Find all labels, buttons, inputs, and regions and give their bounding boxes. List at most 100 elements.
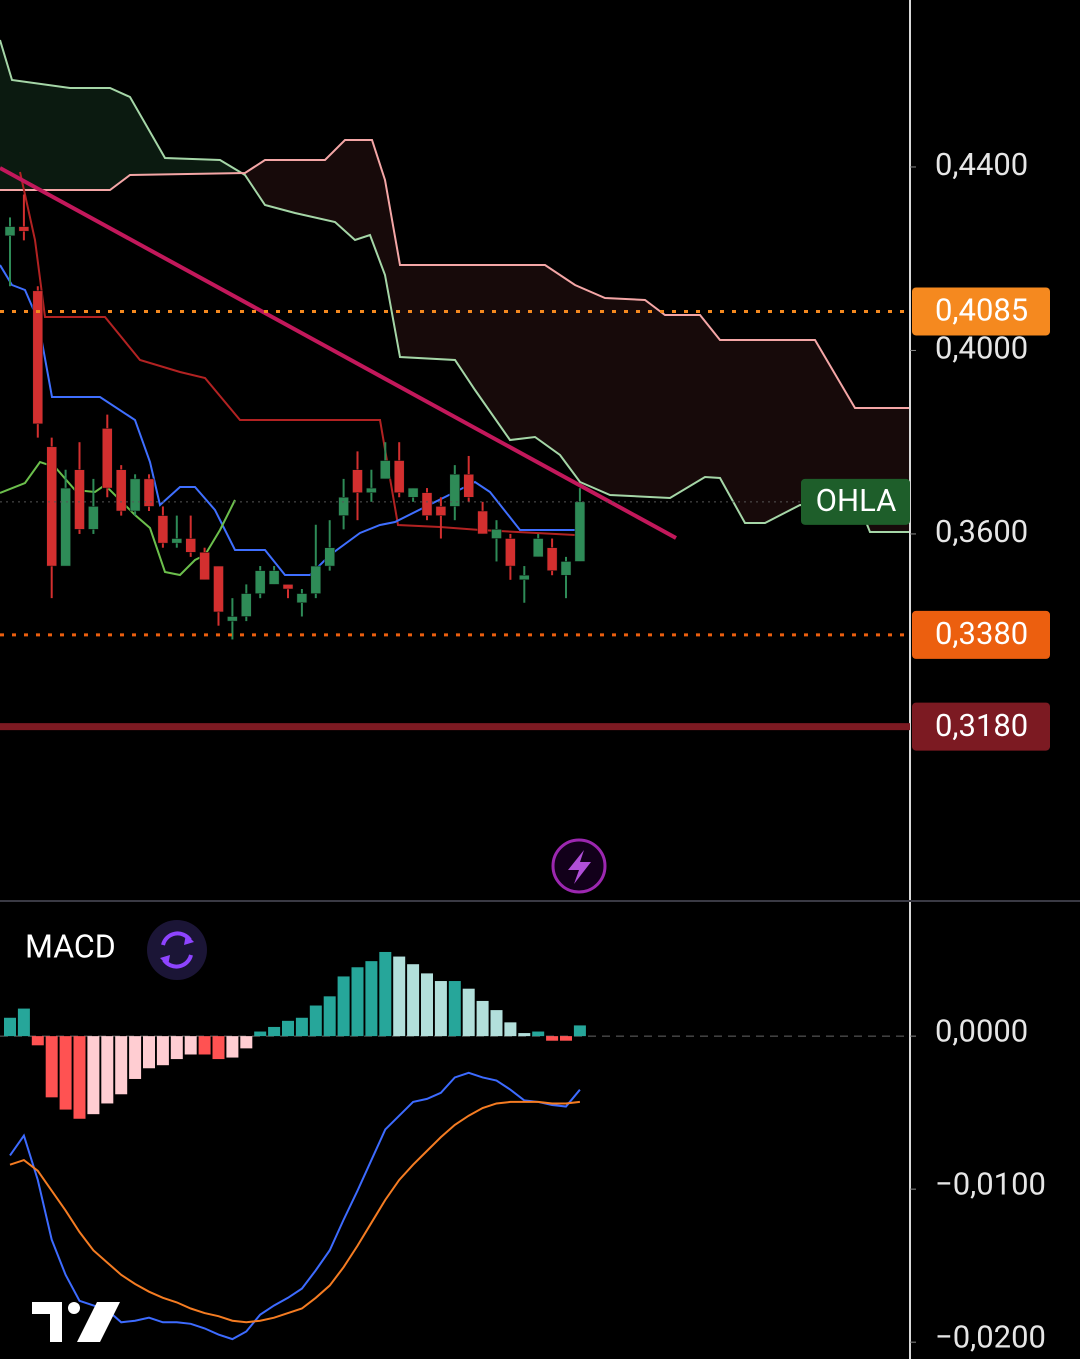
histogram-bar bbox=[421, 973, 433, 1037]
alert-bolt[interactable] bbox=[568, 850, 591, 884]
candle-body bbox=[282, 584, 294, 590]
histogram-bar bbox=[532, 1031, 545, 1037]
level-box bbox=[912, 702, 1050, 751]
histogram-bar bbox=[546, 1036, 559, 1041]
leading-span-a bbox=[0, 39, 910, 533]
level-label: 0,3380 bbox=[935, 615, 1028, 652]
candle-body bbox=[477, 510, 488, 535]
histogram-bar bbox=[198, 1036, 211, 1055]
histogram-bar bbox=[560, 1036, 572, 1041]
histogram-bar bbox=[4, 1017, 16, 1037]
logo bbox=[32, 1302, 120, 1342]
y-tick-label: 0,0000 bbox=[935, 1012, 1028, 1049]
histogram-bar bbox=[462, 988, 475, 1037]
histogram-bar bbox=[59, 1036, 72, 1110]
y-tick-label: 0,4400 bbox=[935, 146, 1028, 183]
histogram-bar bbox=[323, 996, 336, 1037]
level-box bbox=[912, 287, 1050, 336]
histogram-bar bbox=[31, 1036, 44, 1046]
histogram-bar bbox=[282, 1020, 294, 1037]
histogram-bar bbox=[448, 981, 461, 1037]
trend-line bbox=[0, 166, 677, 540]
candle-body bbox=[532, 538, 544, 558]
candle-body bbox=[546, 547, 558, 571]
candle-body bbox=[393, 460, 405, 493]
candle-body bbox=[463, 474, 474, 498]
histogram-bar bbox=[156, 1036, 169, 1066]
histogram-bar bbox=[379, 951, 392, 1037]
candle-body bbox=[407, 487, 419, 498]
candle-body bbox=[199, 552, 210, 581]
candle-body bbox=[88, 506, 99, 530]
candle-body bbox=[338, 496, 349, 516]
histogram-bar bbox=[393, 956, 406, 1037]
candle-body bbox=[366, 487, 377, 493]
refresh-icon[interactable] bbox=[147, 920, 207, 980]
conversion-line bbox=[0, 264, 575, 576]
candle-body bbox=[574, 501, 586, 562]
candle-body bbox=[505, 538, 516, 567]
candle-body bbox=[185, 538, 196, 553]
histogram-bar bbox=[337, 976, 350, 1037]
candle-body bbox=[129, 478, 141, 512]
candle-body bbox=[213, 565, 224, 613]
candle-body bbox=[4, 226, 16, 237]
refresh-heads[interactable] bbox=[160, 934, 194, 966]
y-tick-label: 0,3600 bbox=[935, 513, 1028, 550]
histogram-bar bbox=[212, 1036, 225, 1060]
histogram-bar bbox=[365, 961, 378, 1037]
histogram-bar bbox=[73, 1036, 86, 1119]
histogram-bar bbox=[115, 1036, 128, 1095]
cloud bbox=[0, 40, 910, 532]
histogram-bar bbox=[295, 1017, 308, 1037]
histogram-bar bbox=[268, 1026, 281, 1037]
candle-body bbox=[352, 469, 363, 493]
histogram-bar bbox=[407, 964, 420, 1037]
cloud-green bbox=[0, 40, 240, 190]
level-label: 0,4085 bbox=[935, 292, 1028, 329]
histogram-bar bbox=[490, 1010, 503, 1037]
indicator-title: MACD bbox=[25, 927, 116, 965]
candle-body bbox=[268, 570, 280, 585]
candle-body bbox=[449, 474, 461, 507]
histogram-bar bbox=[45, 1036, 58, 1098]
histogram-bar bbox=[351, 967, 364, 1037]
histogram-bar bbox=[254, 1031, 267, 1037]
candle-body bbox=[491, 529, 502, 539]
histogram-bar bbox=[518, 1033, 531, 1037]
histogram-bar bbox=[476, 1000, 489, 1037]
refresh-circle[interactable] bbox=[147, 920, 207, 980]
level-label: 0,3180 bbox=[935, 707, 1028, 744]
candle-body bbox=[560, 561, 572, 576]
level-box bbox=[912, 610, 1050, 659]
y-tick-label: −0,0100 bbox=[935, 1165, 1046, 1202]
alert-icon[interactable] bbox=[551, 838, 607, 894]
candle-body bbox=[171, 538, 183, 544]
candle-body bbox=[102, 428, 113, 489]
y-tick-label: −0,0200 bbox=[935, 1318, 1046, 1355]
logo-part bbox=[32, 1302, 62, 1342]
price-tag-box bbox=[801, 478, 910, 525]
candle-body bbox=[519, 574, 530, 581]
histogram-bar bbox=[434, 981, 447, 1037]
y-tick-label: 0,4000 bbox=[935, 330, 1028, 367]
candle-body bbox=[32, 290, 44, 425]
histogram-bar bbox=[17, 1008, 30, 1037]
histogram-bar bbox=[573, 1025, 586, 1037]
candle-body bbox=[324, 547, 335, 567]
candle-body bbox=[241, 593, 252, 617]
candle-body bbox=[227, 616, 238, 622]
leading-span-b bbox=[0, 139, 910, 409]
histogram-bar bbox=[101, 1036, 114, 1104]
price-pane bbox=[0, 39, 910, 640]
candle-body bbox=[60, 487, 71, 567]
logo-part bbox=[77, 1302, 120, 1342]
candle-body bbox=[74, 469, 85, 530]
candle-body bbox=[115, 469, 127, 512]
candle-body bbox=[421, 492, 433, 516]
histogram-bar bbox=[143, 1036, 155, 1069]
candle-body bbox=[143, 478, 155, 507]
